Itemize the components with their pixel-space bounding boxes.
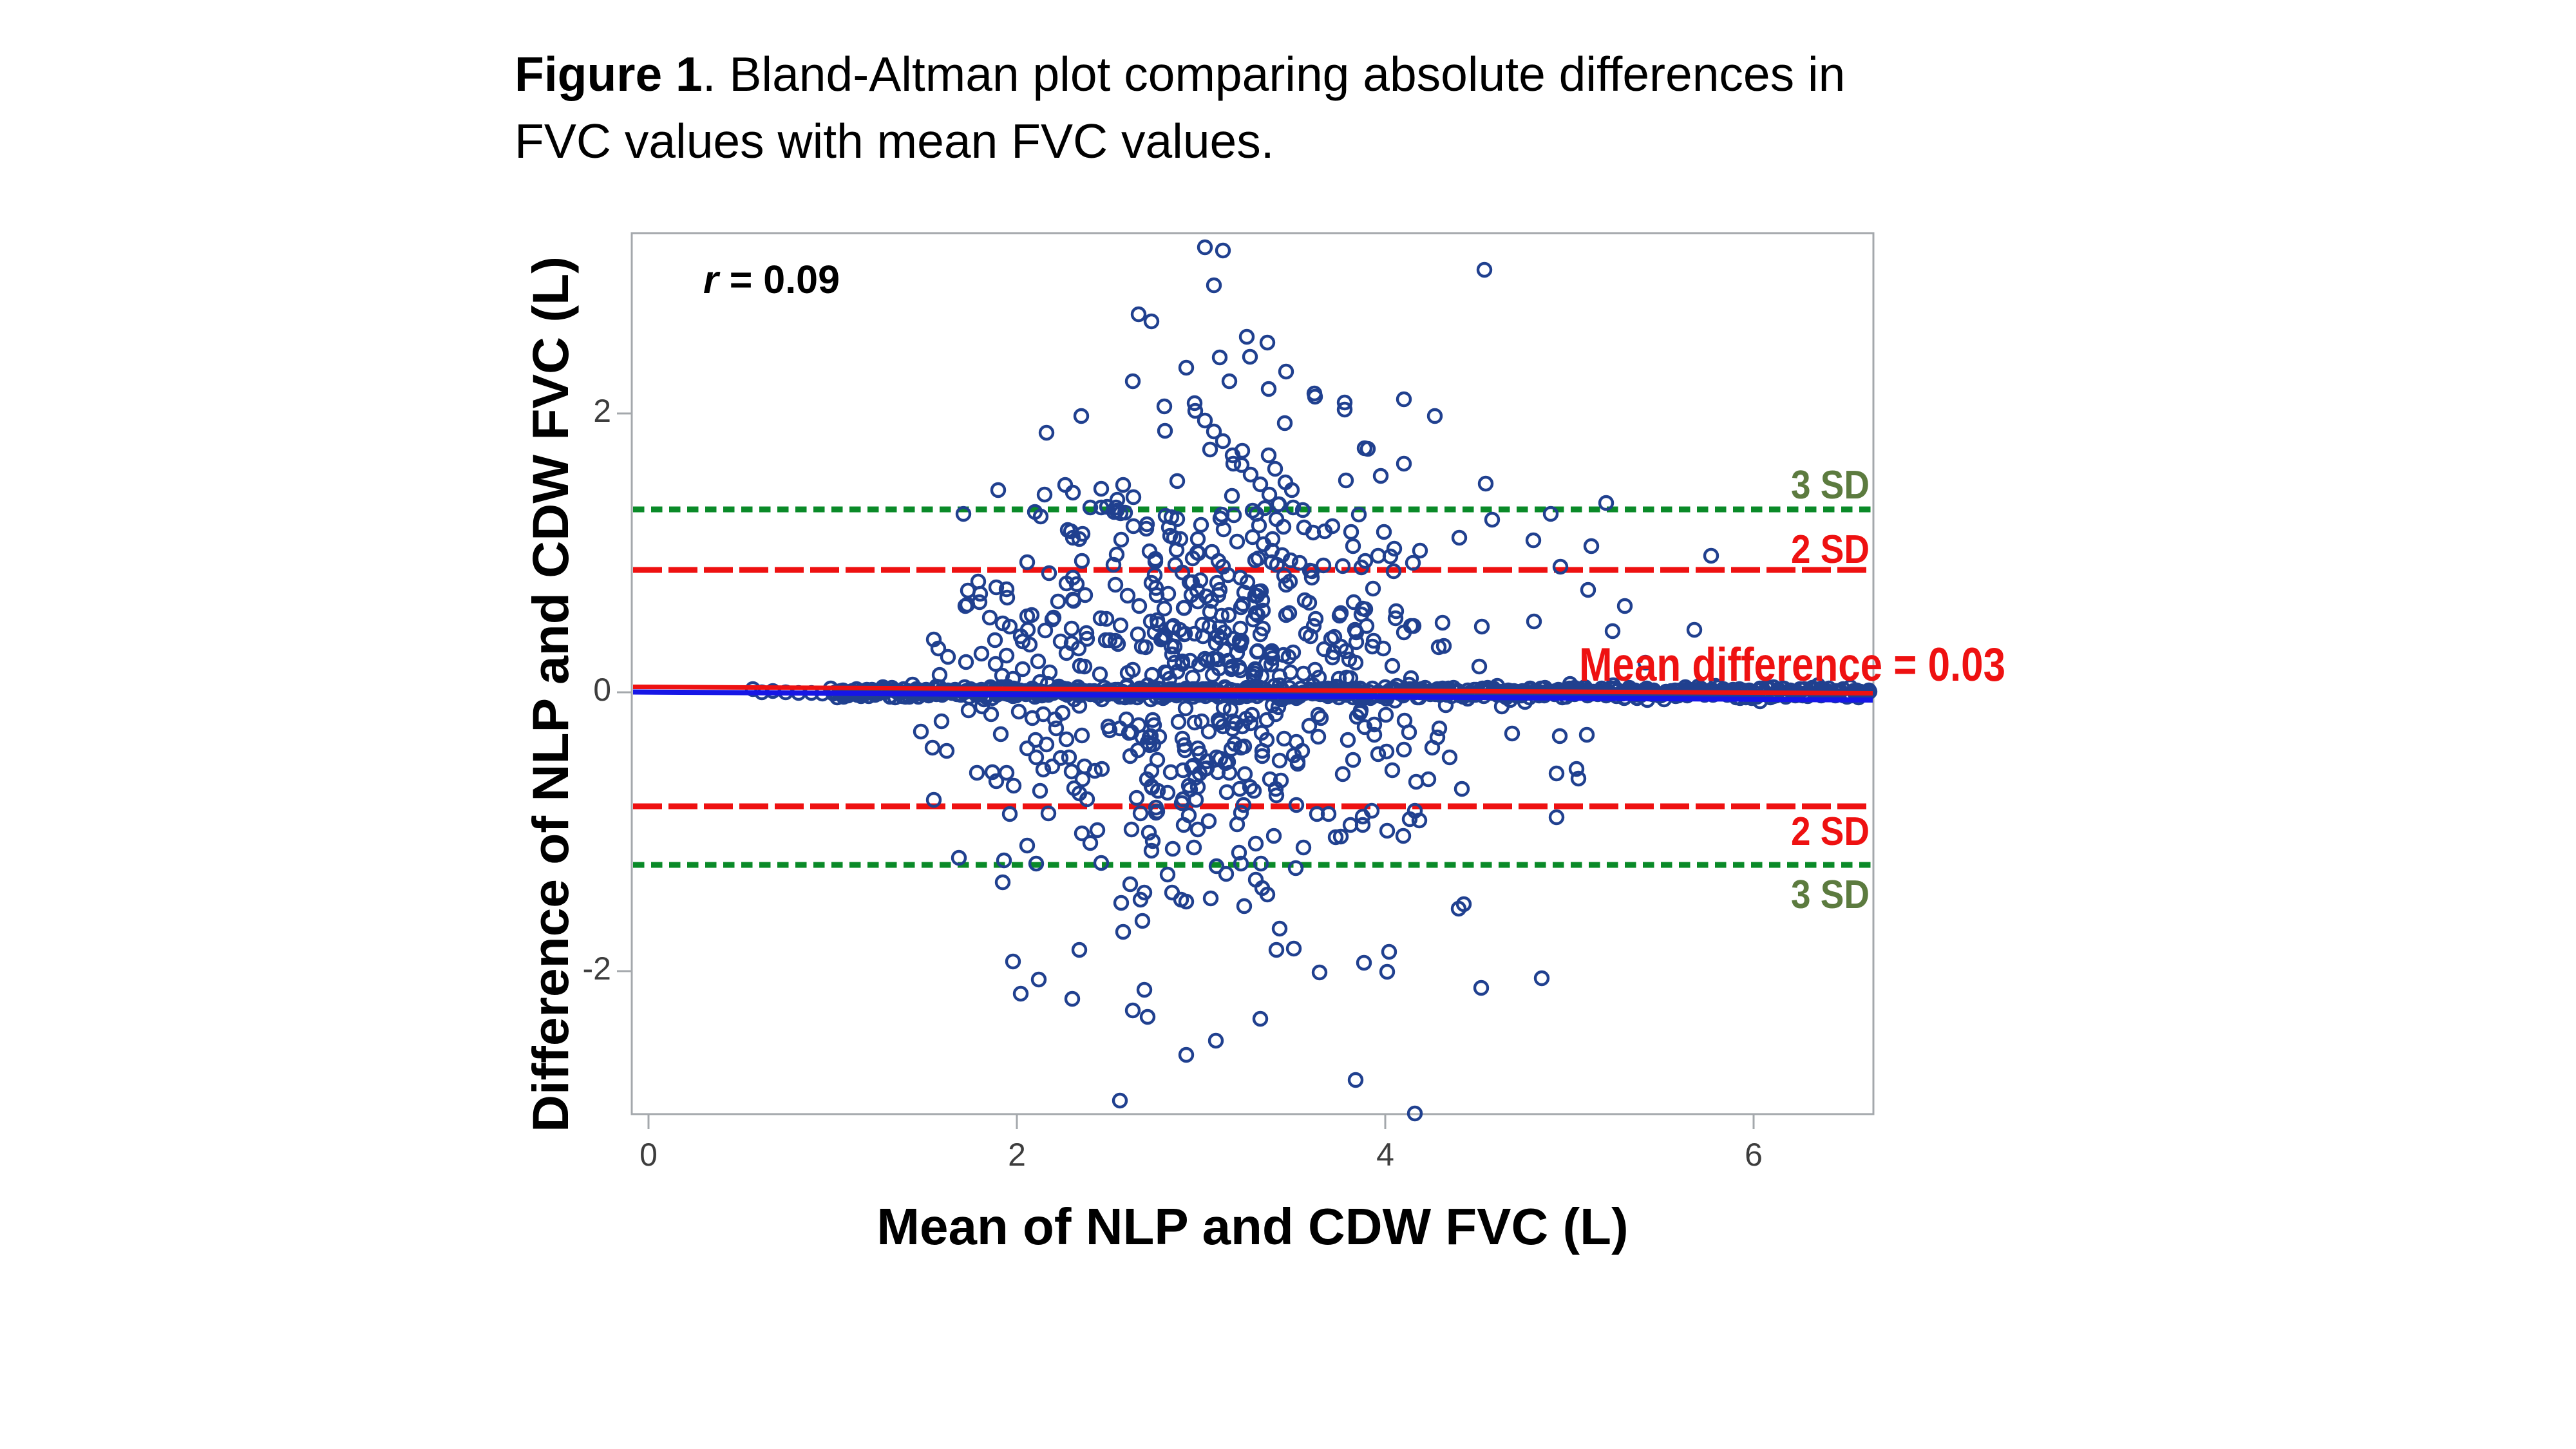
svg-text:0: 0	[593, 672, 611, 708]
svg-text:2 SD: 2 SD	[1791, 527, 1870, 572]
svg-text:-2: -2	[583, 951, 611, 987]
svg-text:2 SD: 2 SD	[1791, 810, 1870, 854]
svg-text:6: 6	[1745, 1137, 1763, 1173]
svg-text:3 SD: 3 SD	[1791, 463, 1870, 507]
svg-text:3 SD: 3 SD	[1791, 873, 1870, 917]
svg-text:Mean of NLP and CDW FVC (L): Mean of NLP and CDW FVC (L)	[876, 1198, 1628, 1255]
svg-text:4: 4	[1376, 1137, 1394, 1173]
svg-text:Figure 1. Bland-Altman plot co: Figure 1. Bland-Altman plot comparing ab…	[515, 47, 1845, 101]
svg-text:Mean difference = 0.03: Mean difference = 0.03	[1579, 639, 2005, 691]
svg-text:Difference of NLP and CDW FVC: Difference of NLP and CDW FVC (L)	[522, 256, 579, 1132]
svg-text:2: 2	[593, 393, 611, 429]
svg-text:r = 0.09: r = 0.09	[703, 258, 840, 301]
svg-text:0: 0	[639, 1137, 658, 1173]
svg-text:2: 2	[1008, 1137, 1026, 1173]
svg-text:FVC values with mean FVC value: FVC values with mean FVC values.	[515, 114, 1274, 168]
